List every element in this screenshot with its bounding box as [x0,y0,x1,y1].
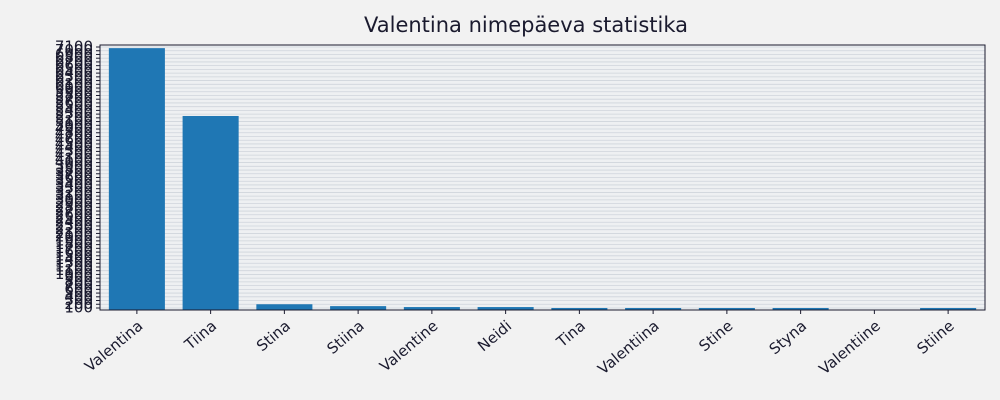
bar [625,307,682,310]
y-tick-label: 4800 [55,123,93,141]
y-tick-label: 2000 [55,228,93,246]
y-tick-label: 900 [64,269,93,287]
y-tick-label: 1800 [55,235,93,253]
y-tick-label: 3600 [55,168,93,186]
chart-title: Valentina nimepäeva statistika [364,13,688,37]
y-tick-label: 3200 [55,183,93,201]
y-tick-label: 5800 [55,86,93,104]
y-tick-label: 5200 [55,108,93,126]
y-tick-label: 6600 [55,56,93,74]
y-tick-label: 3700 [55,164,93,182]
y-tick-label: 6700 [55,52,93,70]
y-tick-label: 5300 [55,105,93,123]
y-tick-label: 5400 [55,101,93,119]
y-tick-label: 3500 [55,172,93,190]
bar [182,115,239,310]
y-tick-label: 3400 [55,175,93,193]
y-tick-label: 6400 [55,64,93,82]
y-tick-label: 4500 [55,134,93,152]
y-tick-label: 6100 [55,75,93,93]
bar [772,307,829,310]
y-tick-label: 4400 [55,138,93,156]
y-tick-label: 1500 [55,246,93,264]
y-tick-label: 2900 [55,194,93,212]
y-tick-label: 6200 [55,71,93,89]
y-tick-label: 1700 [55,239,93,257]
y-tick-label: 600 [64,280,93,298]
y-tick-label: 200 [64,295,93,313]
y-tick-label: 2400 [55,213,93,231]
y-tick-label: 1000 [55,265,93,283]
y-tick-label: 3900 [55,157,93,175]
y-tick-label: 6500 [55,60,93,78]
y-tick-label: 5600 [55,93,93,111]
y-tick-label: 5000 [55,116,93,134]
y-tick-label: 700 [64,276,93,294]
y-tick-label: 4000 [55,153,93,171]
y-tick-label: 3300 [55,179,93,197]
bar [551,307,608,310]
y-tick-label: 2100 [55,224,93,242]
bar [403,307,460,310]
bar [330,306,387,310]
y-tick-label: 6900 [55,45,93,63]
plot-frame [99,44,986,311]
y-tick-label: 4300 [55,142,93,160]
bar [477,307,534,310]
bar [256,304,313,310]
y-tick-label: 3100 [55,187,93,205]
y-tick-label: 2300 [55,216,93,234]
y-tick-label: 7000 [55,41,93,59]
y-tick-label: 1200 [55,257,93,275]
y-tick-label: 1900 [55,231,93,249]
y-tick-label: 2200 [55,220,93,238]
bar [920,307,977,310]
y-tick-label: 5100 [55,112,93,130]
y-tick-label: 2600 [55,205,93,223]
y-tick-label: 3000 [55,190,93,208]
y-tick-label: 4600 [55,131,93,149]
y-tick-label: 2700 [55,202,93,220]
y-tick-label: 4900 [55,120,93,138]
y-tick-label: 7100 [55,38,93,56]
y-tick-label: 4200 [55,146,93,164]
y-tick-label: 4700 [55,127,93,145]
y-tick-label: 1400 [55,250,93,268]
y-tick-label: 4100 [55,149,93,167]
y-tick-label: 1100 [55,261,93,279]
y-tick-label: 2800 [55,198,93,216]
y-tick-label: 1600 [55,243,93,261]
y-tick-label: 500 [64,284,93,302]
y-tick-label: 800 [64,272,93,290]
y-tick-label: 100 [64,298,93,316]
y-tick-label: 6000 [55,79,93,97]
y-tick-label: 6300 [55,67,93,85]
y-tick-label: 6800 [55,49,93,67]
bar [698,307,755,310]
y-tick-label: 5900 [55,82,93,100]
y-tick-label: 1300 [55,254,93,272]
y-tick-label: 5700 [55,90,93,108]
y-tick-label: 3800 [55,161,93,179]
y-tick-label: 400 [64,287,93,305]
y-tick-label: 5500 [55,97,93,115]
bar [108,48,165,310]
y-tick-label: 300 [64,291,93,309]
y-tick-label: 2500 [55,209,93,227]
